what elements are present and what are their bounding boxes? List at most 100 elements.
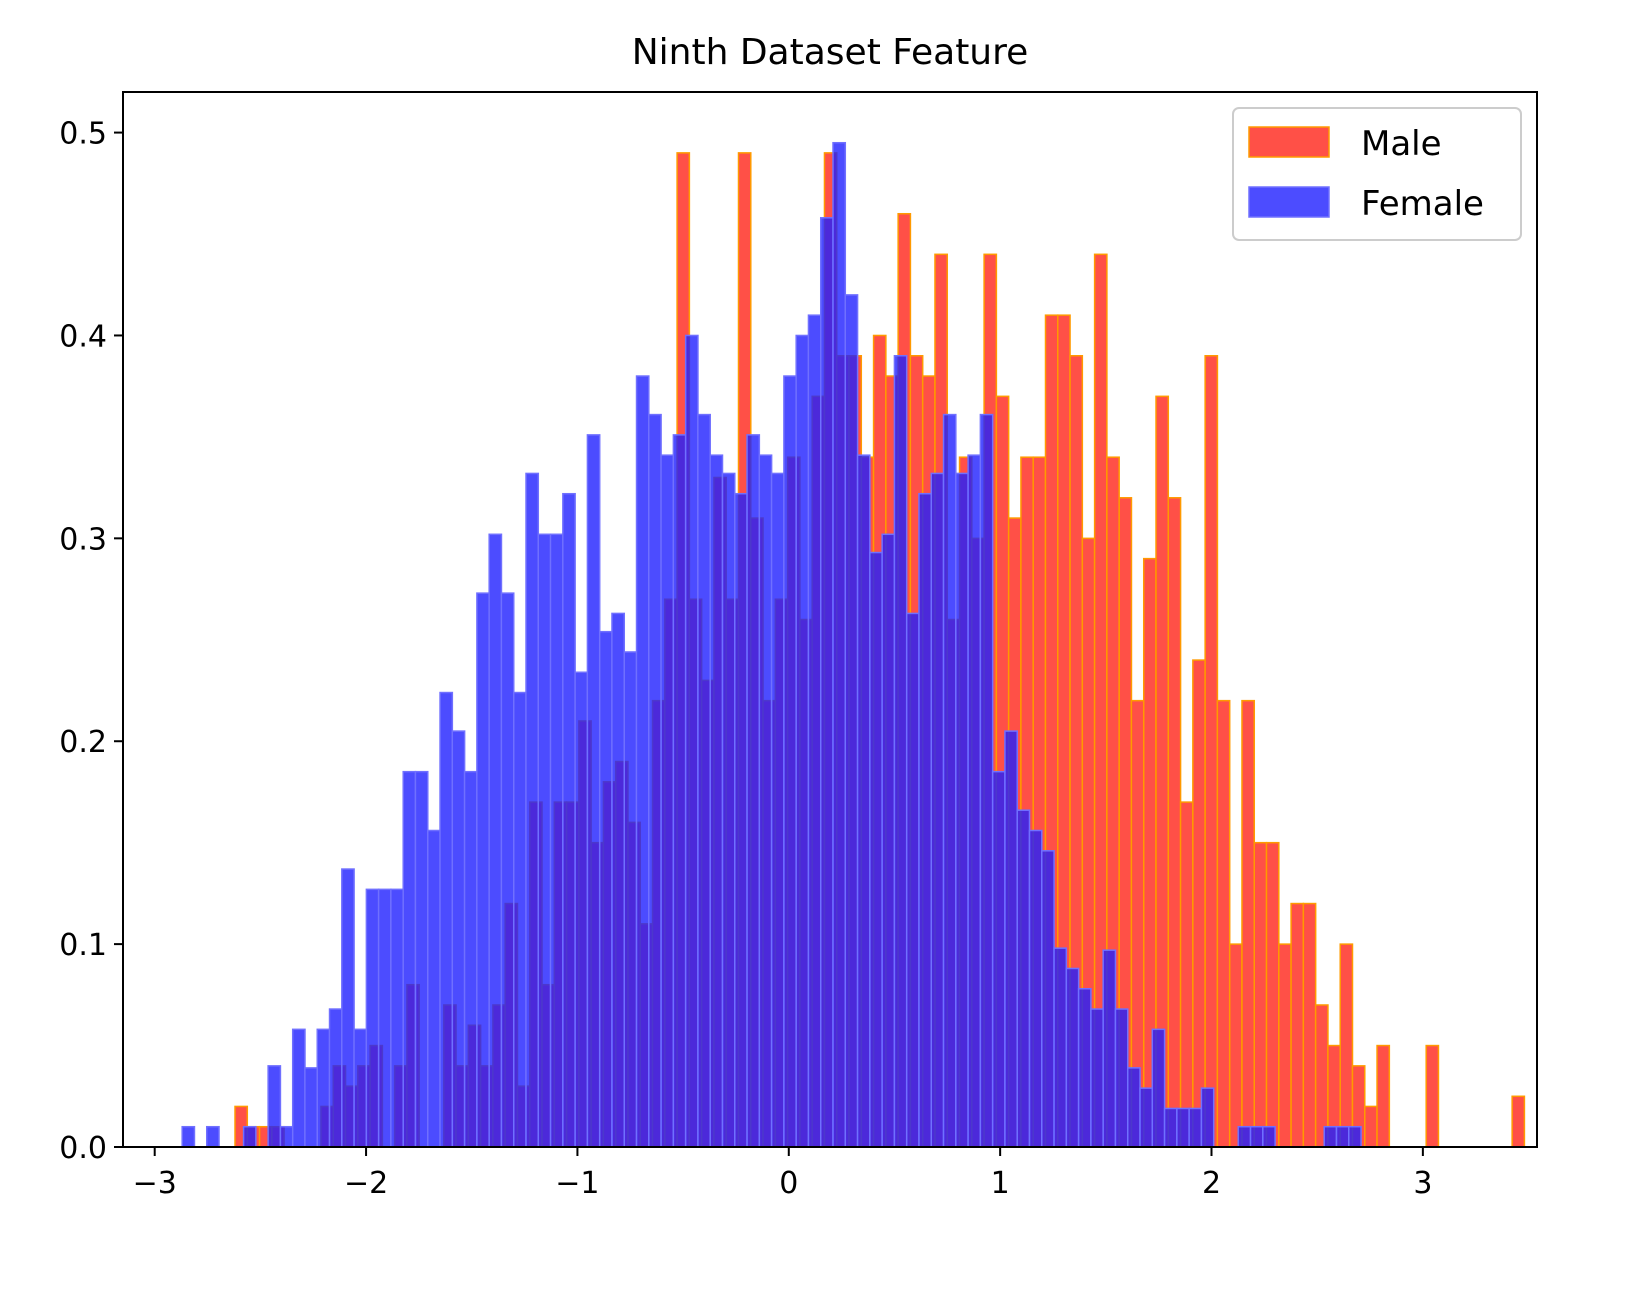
female-bar	[402, 770, 417, 1148]
female-bar	[574, 671, 589, 1148]
female-bar	[353, 1028, 368, 1148]
female-bar	[1151, 1028, 1166, 1148]
female-bar	[721, 472, 736, 1148]
female-bar	[537, 533, 552, 1148]
female-bar	[1348, 1125, 1362, 1148]
female-bar	[856, 454, 871, 1148]
female-bar	[328, 1008, 343, 1148]
x-tick-label: 3	[1413, 1166, 1432, 1201]
female-bar	[427, 829, 441, 1148]
female-bar	[611, 612, 626, 1148]
female-bar	[291, 1028, 306, 1148]
male-bar	[1511, 1095, 1526, 1148]
female-bar	[819, 217, 834, 1148]
female-bar	[1249, 1125, 1264, 1148]
male-bar	[1302, 902, 1317, 1148]
x-tick-label: −3	[133, 1166, 177, 1201]
legend: Male Female	[1232, 107, 1522, 241]
female-bar	[807, 314, 822, 1148]
female-bar	[1102, 949, 1117, 1148]
female-bar	[304, 1067, 319, 1148]
male-bar	[1216, 699, 1231, 1148]
female-bar	[942, 413, 957, 1148]
female-bar	[979, 413, 994, 1148]
female-bar	[500, 592, 515, 1148]
female-bar	[795, 334, 810, 1148]
female-bar	[1176, 1107, 1190, 1148]
male-bar	[1265, 841, 1280, 1148]
female-bar	[525, 472, 540, 1148]
female-bar	[1053, 947, 1068, 1148]
male-bar	[1376, 1044, 1391, 1148]
male-bar	[1290, 902, 1305, 1148]
y-tick-label: 0.5	[59, 117, 107, 152]
female-bar	[881, 533, 896, 1148]
female-bar	[1163, 1107, 1178, 1148]
female-bar	[1323, 1125, 1338, 1148]
female-bar	[635, 375, 650, 1148]
female-bar	[955, 472, 969, 1148]
male-bar	[1425, 1044, 1440, 1148]
male-bar	[1364, 1105, 1378, 1148]
female-bar	[1004, 730, 1018, 1148]
female-bar	[1065, 967, 1080, 1148]
male-bar	[1167, 497, 1182, 1148]
female-bar	[1114, 1008, 1129, 1148]
female-bar	[439, 691, 454, 1148]
female-bar	[512, 691, 527, 1148]
male-bar	[1314, 1004, 1329, 1148]
female-bar	[341, 868, 355, 1148]
y-tick-label: 0.2	[59, 725, 107, 760]
female-bar	[463, 770, 478, 1148]
female-bar	[451, 730, 466, 1148]
legend-swatch-female	[1248, 186, 1330, 218]
male-bar	[1339, 943, 1354, 1148]
male-bar	[1253, 841, 1268, 1148]
female-bar	[549, 533, 564, 1148]
female-bar	[488, 533, 503, 1148]
female-bar	[1139, 1087, 1154, 1148]
x-tick-label: −2	[344, 1166, 388, 1201]
legend-label-male: Male	[1361, 124, 1442, 164]
female-bar	[414, 770, 429, 1148]
female-bar	[930, 472, 945, 1148]
female-bar	[1200, 1087, 1215, 1148]
plot-area-frame	[122, 91, 1538, 1148]
female-bar	[1041, 850, 1055, 1148]
female-bar	[1335, 1125, 1350, 1148]
female-bar	[1077, 988, 1092, 1148]
female-bar	[1028, 829, 1043, 1148]
male-bar	[1179, 801, 1194, 1148]
female-bar	[390, 888, 404, 1148]
y-tick-label: 0.0	[59, 1131, 107, 1166]
male-bar	[1241, 699, 1256, 1148]
female-bar	[242, 1125, 257, 1148]
male-bar	[1204, 355, 1219, 1148]
x-tick-label: 1	[991, 1166, 1010, 1201]
female-bar	[1090, 1008, 1104, 1148]
female-bar	[967, 454, 982, 1148]
female-bar	[1188, 1107, 1203, 1148]
female-bar	[697, 413, 711, 1148]
female-bar	[672, 434, 687, 1148]
female-bar	[365, 888, 380, 1148]
x-tick-label: 0	[779, 1166, 798, 1201]
female-bar	[734, 492, 748, 1148]
x-axis: −3 −2 −1 0 1 2 3	[133, 1147, 1432, 1201]
female-bar	[709, 454, 724, 1148]
y-axis: 0.0 0.1 0.2 0.3 0.4 0.5	[59, 117, 123, 1166]
male-bar	[1278, 943, 1292, 1148]
female-bar	[648, 413, 662, 1148]
y-tick-label: 0.3	[59, 522, 107, 557]
female-bar	[918, 492, 933, 1148]
male-bar	[1228, 943, 1243, 1148]
legend-label-female: Female	[1361, 184, 1484, 224]
legend-swatch-male	[1248, 126, 1330, 158]
female-bar	[1126, 1067, 1141, 1148]
female-bar	[598, 630, 613, 1148]
female-bar	[316, 1028, 331, 1148]
female-bar	[205, 1125, 220, 1148]
female-bar	[377, 888, 392, 1148]
female-bar	[758, 454, 773, 1148]
female-bar	[1262, 1125, 1276, 1148]
